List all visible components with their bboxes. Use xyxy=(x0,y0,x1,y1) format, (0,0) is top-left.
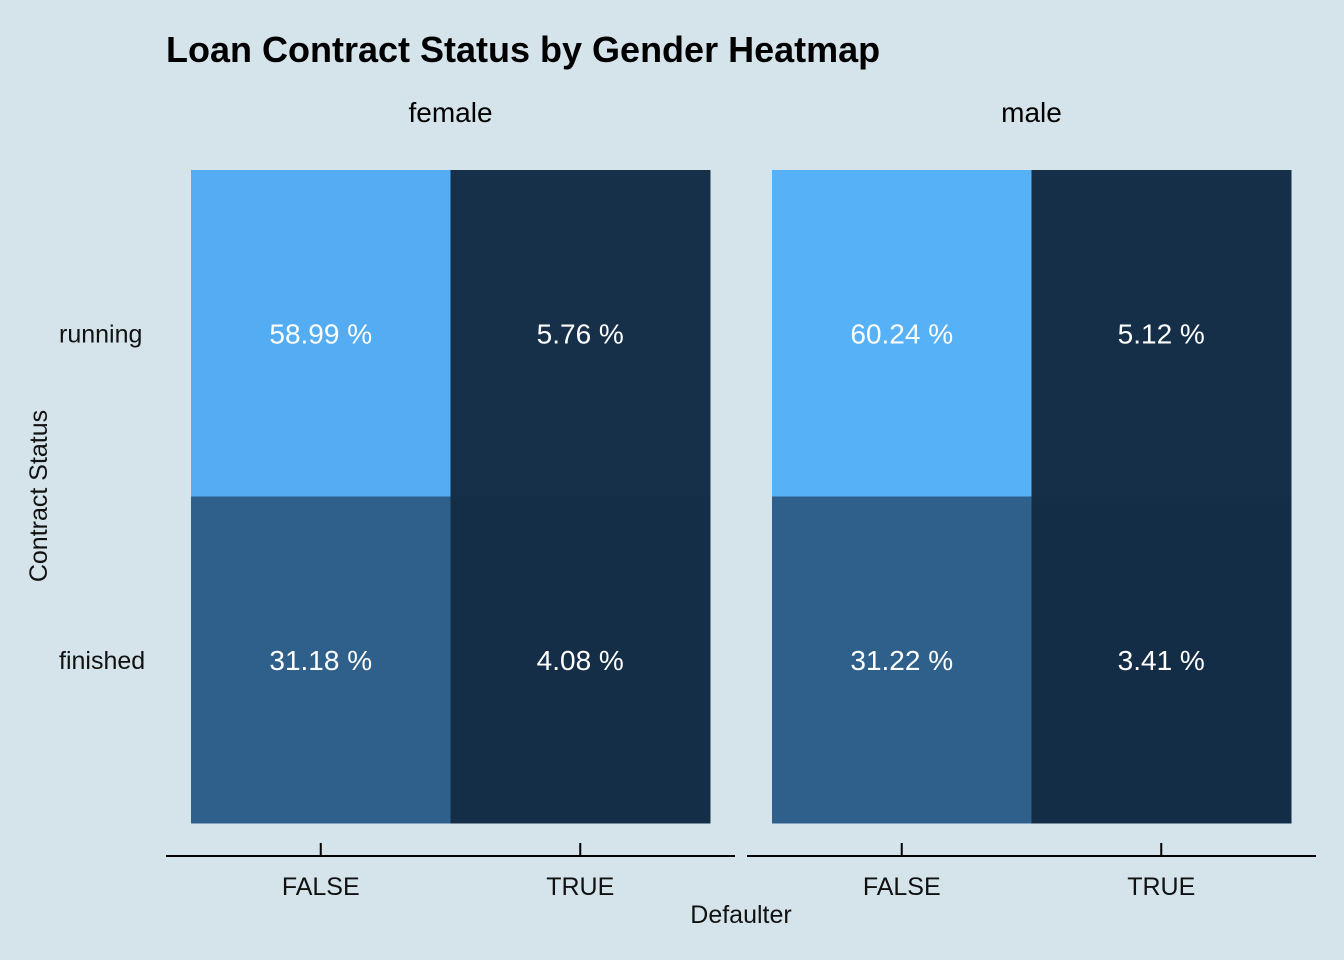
cell-value-label: 4.08 % xyxy=(537,645,624,676)
y-axis-title: Contract Status xyxy=(25,410,53,582)
cell-value-label: 5.76 % xyxy=(537,318,624,349)
cell-value-label: 3.41 % xyxy=(1118,645,1205,676)
heat-cell-female-running-FALSE xyxy=(191,170,451,497)
x-axis-title: Defaulter xyxy=(690,901,791,929)
panel-female: female 58.99 % 5.76 % 31.18 % 4.08 % FALSE TRU… xyxy=(166,97,735,901)
cell-value-label: 31.22 % xyxy=(850,645,953,676)
x-tick-label: TRUE xyxy=(546,873,614,901)
chart-title: Loan Contract Status by Gender Heatmap xyxy=(166,29,880,70)
heat-cell-female-finished-TRUE xyxy=(450,496,711,824)
facet-label-female: female xyxy=(408,97,492,128)
heat-cell-male-finished-FALSE xyxy=(772,496,1032,824)
facet-panels: female 58.99 % 5.76 % 31.18 % 4.08 % FALSE TRU… xyxy=(59,97,1316,901)
cell-value-label: 31.18 % xyxy=(269,645,372,676)
cell-value-label: 5.12 % xyxy=(1118,318,1205,349)
cell-value-label: 60.24 % xyxy=(850,318,953,349)
x-tick-label: FALSE xyxy=(282,873,360,901)
x-tick-label: FALSE xyxy=(863,873,941,901)
x-tick-label: TRUE xyxy=(1127,873,1195,901)
facet-label-male: male xyxy=(1001,97,1062,128)
heat-cell-male-running-FALSE xyxy=(772,170,1032,497)
panel-male: male 60.24 % 5.12 % 31.22 % 3.41 % FALSE TRUE xyxy=(747,97,1316,901)
heat-cell-male-running-TRUE xyxy=(1031,170,1292,497)
heat-cell-male-finished-TRUE xyxy=(1031,496,1292,824)
cell-value-label: 58.99 % xyxy=(269,318,372,349)
heat-cell-female-running-TRUE xyxy=(450,170,711,497)
y-tick-label: running xyxy=(59,320,142,348)
y-tick-label: finished xyxy=(59,647,145,675)
heat-cell-female-finished-FALSE xyxy=(191,496,451,824)
